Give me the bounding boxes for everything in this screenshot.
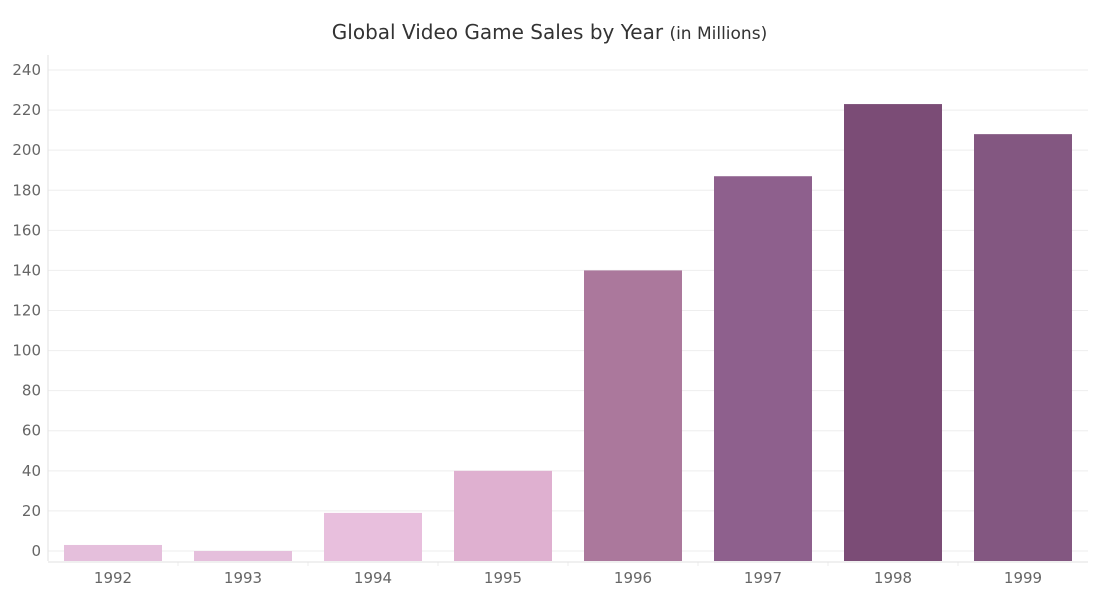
bar-1998 bbox=[844, 104, 942, 562]
y-tick-label: 240 bbox=[12, 61, 41, 79]
x-tick-label: 1996 bbox=[614, 569, 652, 587]
x-tick-label: 1994 bbox=[354, 569, 392, 587]
bar-1993 bbox=[194, 550, 292, 561]
bar-1999 bbox=[974, 134, 1072, 562]
y-tick-label: 180 bbox=[12, 181, 41, 199]
bars bbox=[64, 104, 1072, 562]
y-tick-label: 100 bbox=[12, 342, 41, 360]
y-tick-label: 220 bbox=[12, 101, 41, 119]
y-tick-label: 80 bbox=[22, 382, 41, 400]
y-tick-label: 160 bbox=[12, 221, 41, 239]
x-tick-label: 1999 bbox=[1004, 569, 1042, 587]
y-tick-label: 20 bbox=[22, 502, 41, 520]
chart-title-main: Global Video Game Sales by Year bbox=[331, 20, 664, 44]
x-tick-label: 1997 bbox=[744, 569, 782, 587]
bar-1994 bbox=[324, 512, 422, 561]
y-tick-label: 60 bbox=[22, 422, 41, 440]
y-tick-label: 120 bbox=[12, 301, 41, 319]
x-tick-label: 1998 bbox=[874, 569, 912, 587]
x-tick-label: 1995 bbox=[484, 569, 522, 587]
x-tick-label: 1993 bbox=[224, 569, 262, 587]
y-axis: 0 20 40 60 80 100 120 140 160 180 200 220 240 bbox=[12, 55, 49, 561]
x-tick-label: 1992 bbox=[94, 569, 132, 587]
x-axis: 1992 1993 1994 1995 1996 1997 1998 1999 bbox=[48, 561, 1088, 587]
bar-1992 bbox=[64, 544, 162, 561]
chart-title-suffix: (in Millions) bbox=[669, 24, 768, 44]
y-tick-label: 140 bbox=[12, 261, 41, 279]
y-tick-label: 40 bbox=[22, 462, 41, 480]
bar-1997 bbox=[714, 176, 812, 562]
y-tick-label: 0 bbox=[31, 542, 41, 560]
chart-title: Global Video Game Sales by Year (in Mill… bbox=[0, 20, 1099, 44]
y-tick-label: 200 bbox=[12, 141, 41, 159]
bar-1995 bbox=[454, 470, 552, 561]
bar-1996 bbox=[584, 270, 682, 561]
